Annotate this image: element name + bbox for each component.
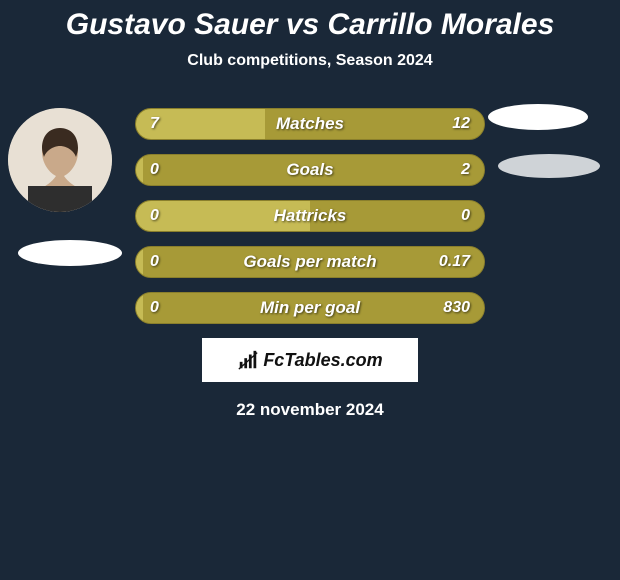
stat-fill-left	[136, 293, 143, 323]
stat-label: Goals per match	[243, 252, 376, 272]
player-left-avatar	[8, 108, 112, 212]
logo-text: FcTables.com	[263, 350, 382, 371]
stat-value-right: 2	[461, 161, 470, 179]
stat-row: 0 0.17 Goals per match	[135, 246, 485, 278]
stat-label: Matches	[276, 114, 344, 134]
fctables-logo: FcTables.com	[202, 338, 418, 382]
stat-row: 0 0 Hattricks	[135, 200, 485, 232]
avatar-placeholder-icon	[8, 108, 112, 212]
player-right-avatar-placeholder	[488, 104, 588, 130]
stat-value-right: 0	[461, 207, 470, 225]
comparison-bars: 7 12 Matches 0 2 Goals 0 0 Hattricks 0 0.17 Goals p…	[135, 108, 485, 324]
stat-row: 0 830 Min per goal	[135, 292, 485, 324]
stat-value-left: 0	[150, 253, 159, 271]
stat-value-right: 830	[443, 299, 470, 317]
stat-value-left: 0	[150, 207, 159, 225]
stat-value-left: 0	[150, 299, 159, 317]
bar-chart-icon	[237, 349, 259, 371]
stat-value-left: 7	[150, 115, 159, 133]
stat-value-right: 12	[452, 115, 470, 133]
player-right-club-badge	[498, 154, 600, 178]
stat-fill-left	[136, 247, 143, 277]
stat-value-right: 0.17	[439, 253, 470, 271]
stat-label: Goals	[286, 160, 333, 180]
stat-value-left: 0	[150, 161, 159, 179]
stat-label: Min per goal	[260, 298, 360, 318]
competition-subtitle: Club competitions, Season 2024	[0, 52, 620, 70]
stat-fill-left	[136, 155, 143, 185]
stat-row: 7 12 Matches	[135, 108, 485, 140]
stat-label: Hattricks	[274, 206, 347, 226]
comparison-title: Gustavo Sauer vs Carrillo Morales	[0, 0, 620, 42]
stat-row: 0 2 Goals	[135, 154, 485, 186]
player-left-club-badge	[18, 240, 122, 266]
snapshot-date: 22 november 2024	[0, 400, 620, 420]
comparison-content: 7 12 Matches 0 2 Goals 0 0 Hattricks 0 0.17 Goals p…	[0, 108, 620, 420]
